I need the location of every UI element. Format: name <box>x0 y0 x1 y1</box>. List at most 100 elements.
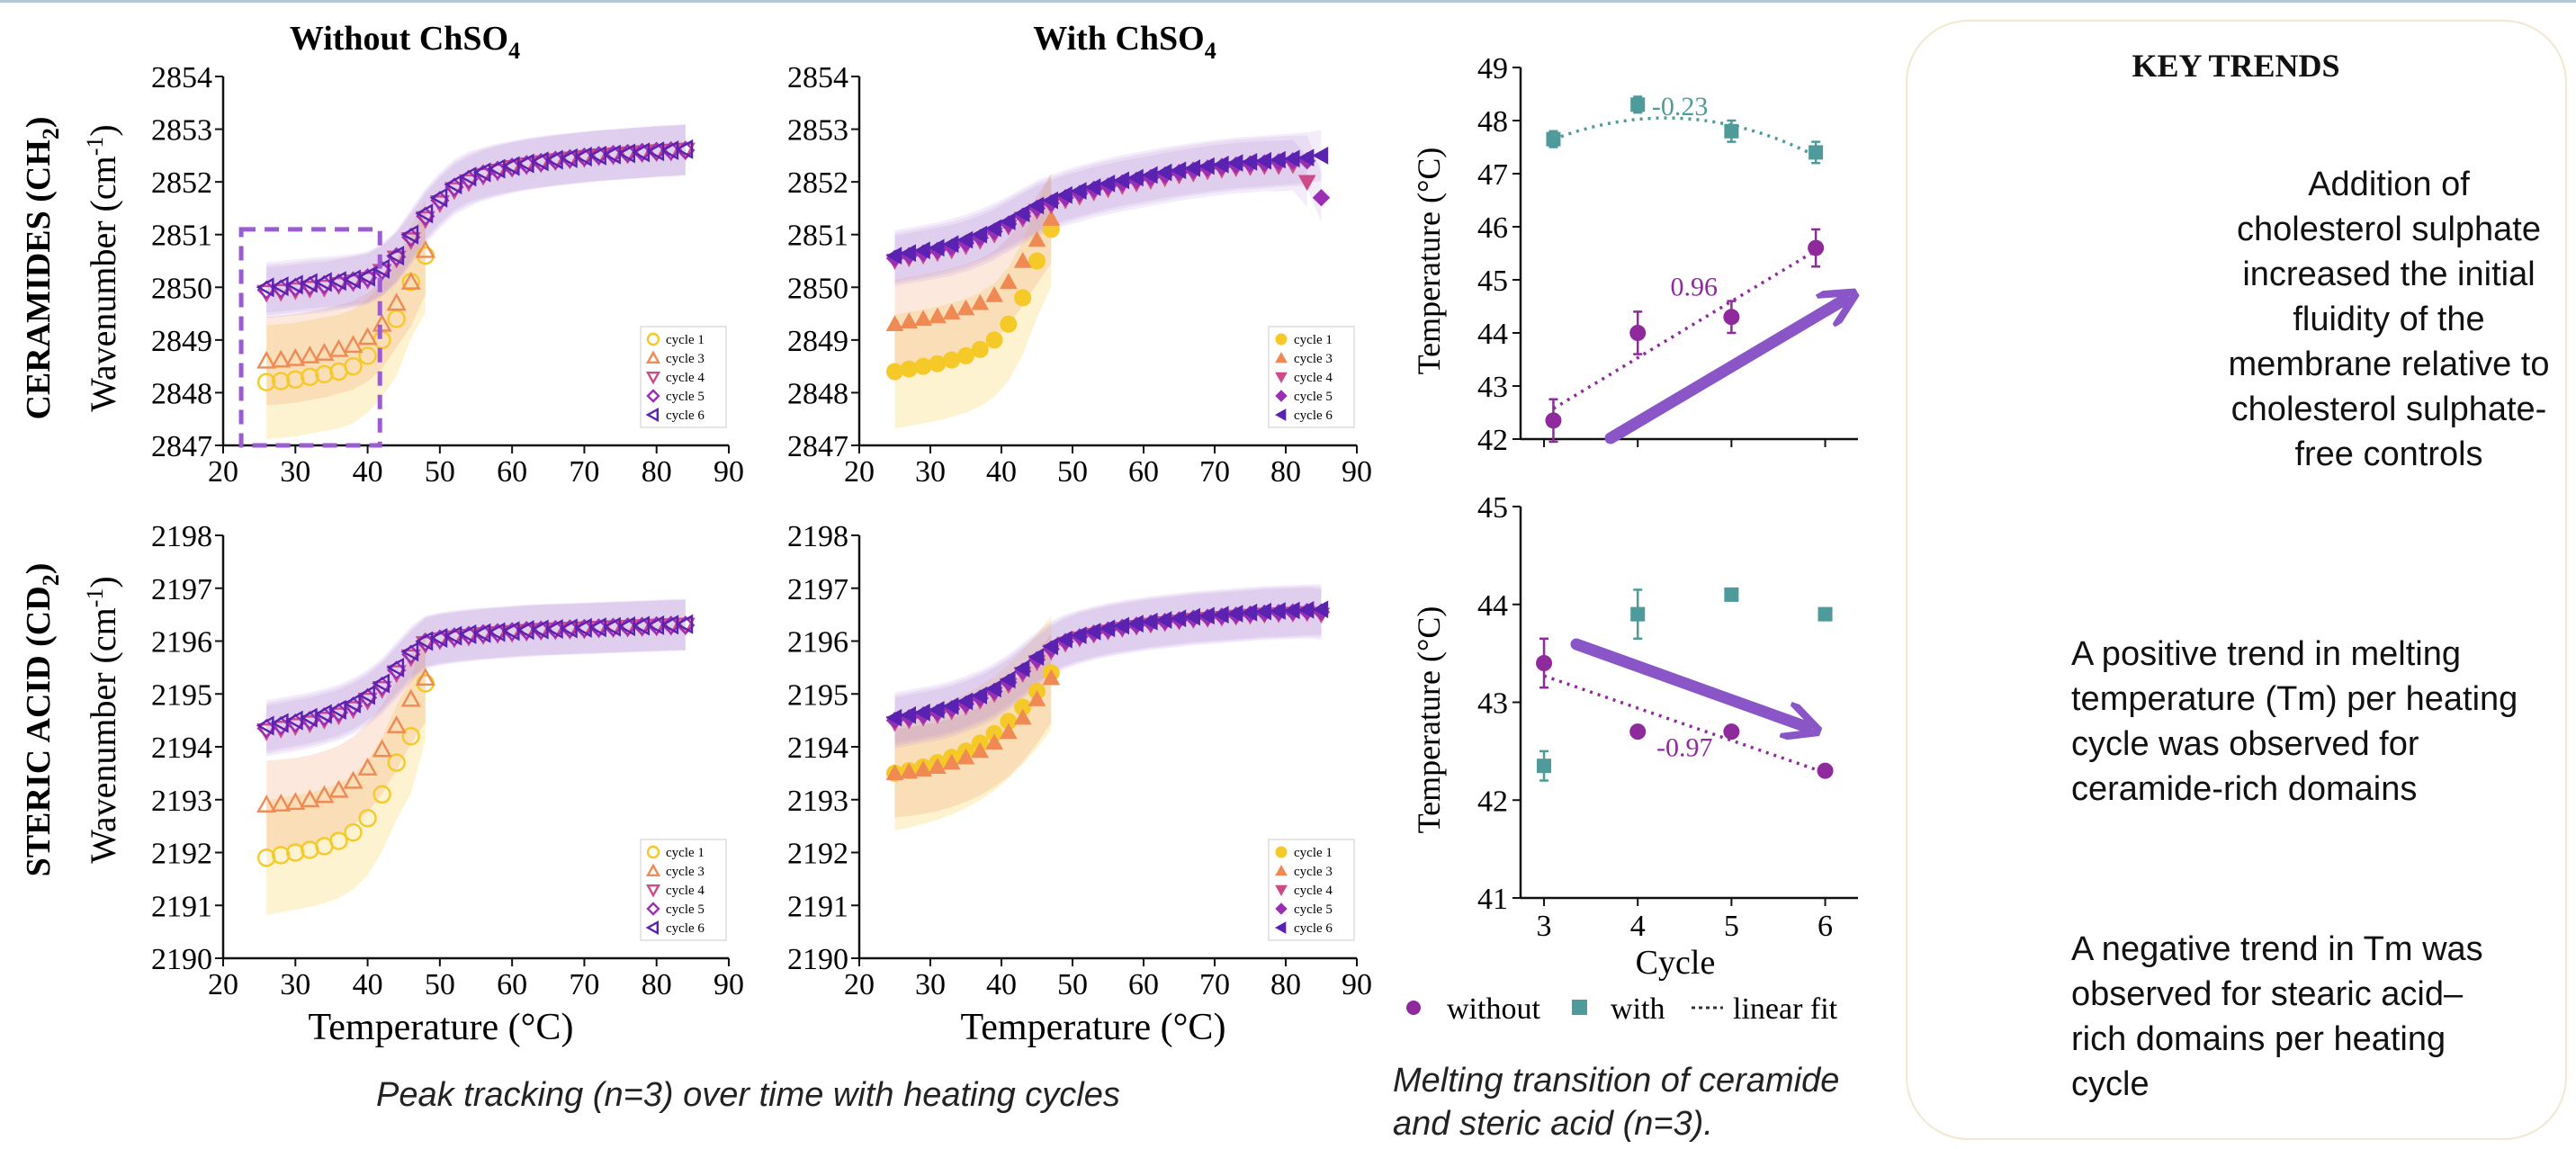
point-cycle-1 <box>985 331 1003 349</box>
y-tick-label: 2849 <box>787 325 848 358</box>
point-cycle-6 <box>1241 153 1258 171</box>
point-cycle-3 <box>942 753 961 770</box>
point-cycle-3 <box>300 345 320 364</box>
legend-marker <box>1275 351 1288 364</box>
point-cycle-6 <box>1070 182 1087 200</box>
band-cycle-6 <box>894 130 1322 282</box>
y-tick-label: 2192 <box>787 838 848 871</box>
point-cycle-6 <box>1141 612 1158 631</box>
legend-without-marker <box>1406 1001 1421 1015</box>
point-cycle-1 <box>358 346 377 365</box>
band-cycle-6 <box>266 598 686 751</box>
x-tick-label: 40 <box>986 968 1017 1001</box>
legend-fit-label: linear fit <box>1733 992 1838 1026</box>
x-tick-label: 30 <box>280 968 310 1001</box>
x-tick-label: 50 <box>1057 968 1088 1001</box>
point-cycle-6 <box>444 625 462 646</box>
legend-marker <box>1275 864 1288 876</box>
point-cycle-6 <box>313 704 332 724</box>
caption-melting-1: Melting transition of ceramide <box>1393 1062 1840 1100</box>
key-trend-text-1: Addition of cholesterol sulphate increased… <box>2228 166 2550 473</box>
row-title-ceramides: CERAMIDES (CH2) <box>20 116 64 419</box>
legend-label: cycle 3 <box>1294 865 1333 879</box>
y-tick-label: 44 <box>1477 318 1508 351</box>
point-cycle-6 <box>942 696 959 715</box>
point-cycle-6 <box>985 219 1001 238</box>
point-cycle-6 <box>999 670 1016 689</box>
point-cycle-3 <box>929 758 947 775</box>
point-cycle-3 <box>343 770 364 789</box>
band-cycle-4 <box>894 588 1322 749</box>
point-with <box>1724 123 1739 139</box>
x-tick-label: 90 <box>1342 455 1372 489</box>
point-cycle-6 <box>530 151 549 172</box>
legend-label: cycle 4 <box>666 371 705 385</box>
x-tick-label: 70 <box>1199 968 1230 1001</box>
chart-steric_with: 2190 2191 2192 2193 2194 2195 2196 2197 2198 20 30… <box>787 520 1372 1001</box>
band-cycle-5 <box>894 135 1322 284</box>
point-cycle-3 <box>386 292 407 311</box>
point-cycle-3 <box>314 785 335 803</box>
x-tick-label: 60 <box>1128 455 1159 489</box>
point-with <box>1630 97 1646 112</box>
y-tick-label: 42 <box>1477 785 1508 818</box>
x-tick-label: 70 <box>569 968 599 1001</box>
point-cycle-6 <box>415 203 434 224</box>
x-tick-label: 90 <box>714 968 744 1001</box>
band-cycle-1 <box>894 615 1052 830</box>
point-cycle-1 <box>943 351 961 369</box>
point-cycle-3 <box>400 688 421 707</box>
point-cycle-3 <box>386 715 407 733</box>
legend-marker <box>645 350 661 364</box>
point-cycle-1 <box>914 357 932 375</box>
point-cycle-6 <box>458 166 477 187</box>
point-cycle-6 <box>444 175 462 195</box>
point-with <box>1818 606 1833 622</box>
y-tick-label: 2195 <box>151 678 212 712</box>
x-tick-label: 5 <box>1724 910 1739 943</box>
point-cycle-3 <box>415 239 435 258</box>
y-tick-label: 2848 <box>151 377 212 410</box>
y-tick-label: 47 <box>1477 158 1508 192</box>
point-cycle-1 <box>387 310 406 328</box>
point-cycle-3 <box>285 347 306 366</box>
point-cycle-6 <box>1127 168 1144 187</box>
legend-marker <box>645 920 659 936</box>
point-cycle-3 <box>900 312 919 329</box>
point-cycle-6 <box>675 139 694 159</box>
point-cycle-6 <box>1198 157 1215 175</box>
point-cycle-6 <box>1084 178 1101 196</box>
x-tick-label: 30 <box>915 968 946 1001</box>
point-cycle-6 <box>1070 626 1087 644</box>
point-cycle-6 <box>914 241 930 260</box>
point-cycle-6 <box>956 692 974 711</box>
point-cycle-6 <box>942 235 959 254</box>
point-cycle-6 <box>386 657 405 678</box>
chart-ceramides_without: 2847 2848 2849 2850 2851 2852 2853 2854 20 30 40 50… <box>151 61 744 489</box>
point-cycle-6 <box>1241 603 1258 622</box>
point-cycle-6 <box>1198 606 1215 625</box>
point-cycle-6 <box>675 614 694 634</box>
x-tick-label: 60 <box>1128 968 1159 1001</box>
key-trends-title: KEY TRENDS <box>2132 48 2340 84</box>
point-cycle-3 <box>328 338 349 357</box>
point-cycle-6 <box>1042 637 1058 656</box>
point-cycle-6 <box>1042 191 1058 210</box>
legend-label: cycle 6 <box>1294 921 1333 936</box>
point-cycle-6 <box>1013 204 1030 223</box>
point-cycle-3 <box>1042 669 1061 686</box>
x-tick-label: 30 <box>915 455 946 489</box>
point-cycle-3 <box>357 327 378 346</box>
point-cycle-6 <box>1084 623 1101 641</box>
point-cycle-3 <box>1013 251 1032 268</box>
fit-slope-label: -0.23 <box>1652 92 1709 121</box>
point-with <box>1630 606 1646 622</box>
point-cycle-1 <box>286 370 305 389</box>
legend-marker <box>646 389 660 403</box>
y-tick-label: 43 <box>1477 687 1508 721</box>
point-cycle-3 <box>372 739 392 758</box>
point-cycle-3 <box>971 741 990 759</box>
y-tick-label: 2848 <box>787 377 848 410</box>
y-tick-label: 45 <box>1477 491 1508 525</box>
